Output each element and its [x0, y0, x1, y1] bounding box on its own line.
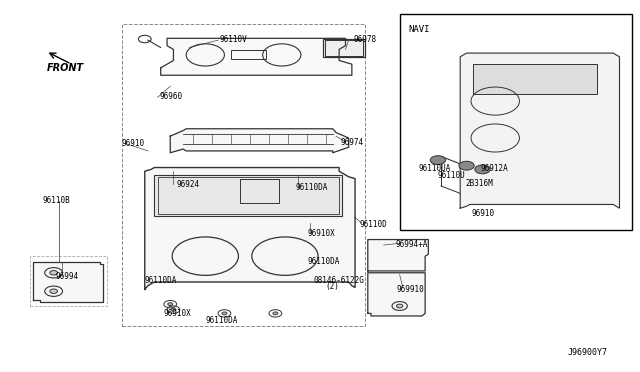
Circle shape: [222, 312, 227, 315]
Polygon shape: [161, 38, 352, 75]
Circle shape: [430, 156, 445, 164]
Circle shape: [273, 312, 278, 315]
Polygon shape: [145, 167, 355, 289]
Circle shape: [396, 304, 403, 308]
Text: J96900Y7: J96900Y7: [567, 349, 607, 357]
Text: 96110DA: 96110DA: [145, 276, 177, 285]
Text: 96110DA: 96110DA: [307, 257, 340, 266]
Bar: [231, 51, 266, 59]
Polygon shape: [170, 129, 349, 153]
Circle shape: [168, 303, 173, 306]
Text: NAVI: NAVI: [408, 25, 429, 33]
Text: 96978: 96978: [353, 35, 376, 44]
Text: 96110V: 96110V: [220, 35, 247, 44]
Circle shape: [459, 161, 474, 170]
Text: (2): (2): [325, 282, 339, 291]
Circle shape: [50, 289, 58, 294]
Text: 96910X: 96910X: [164, 309, 191, 318]
Text: 96910: 96910: [121, 139, 144, 148]
Text: 96110B: 96110B: [43, 196, 70, 205]
Bar: [325, 40, 363, 56]
Circle shape: [171, 308, 176, 311]
Text: FRONT: FRONT: [47, 63, 84, 73]
Text: 96994+A: 96994+A: [395, 240, 428, 249]
Text: 96924: 96924: [177, 180, 200, 189]
Bar: [399, 14, 632, 230]
Text: 08146-6122G: 08146-6122G: [314, 276, 365, 285]
Text: 96110D: 96110D: [360, 220, 387, 229]
Bar: [157, 177, 339, 214]
Text: 96912A: 96912A: [481, 164, 508, 173]
Bar: [241, 179, 278, 203]
Bar: [473, 64, 597, 94]
Bar: [122, 23, 365, 326]
Text: 2B316M: 2B316M: [465, 179, 493, 187]
Bar: [154, 175, 342, 215]
Text: 969910: 969910: [396, 285, 424, 294]
Text: 96110U: 96110U: [438, 171, 466, 180]
Text: 96910X: 96910X: [307, 229, 335, 238]
Polygon shape: [460, 53, 620, 208]
Text: 96910: 96910: [472, 209, 495, 218]
Text: 96994: 96994: [56, 272, 79, 281]
Polygon shape: [33, 262, 103, 302]
Bar: [323, 39, 365, 57]
Text: 96960: 96960: [159, 92, 182, 101]
Circle shape: [50, 270, 58, 275]
Text: 96110DA: 96110DA: [205, 316, 237, 325]
Text: 96974: 96974: [340, 138, 364, 147]
Polygon shape: [368, 273, 425, 316]
Circle shape: [475, 165, 490, 174]
Bar: [30, 256, 106, 306]
Text: 96110UA: 96110UA: [419, 164, 451, 173]
Text: 96110DA: 96110DA: [296, 183, 328, 192]
Polygon shape: [368, 240, 428, 271]
